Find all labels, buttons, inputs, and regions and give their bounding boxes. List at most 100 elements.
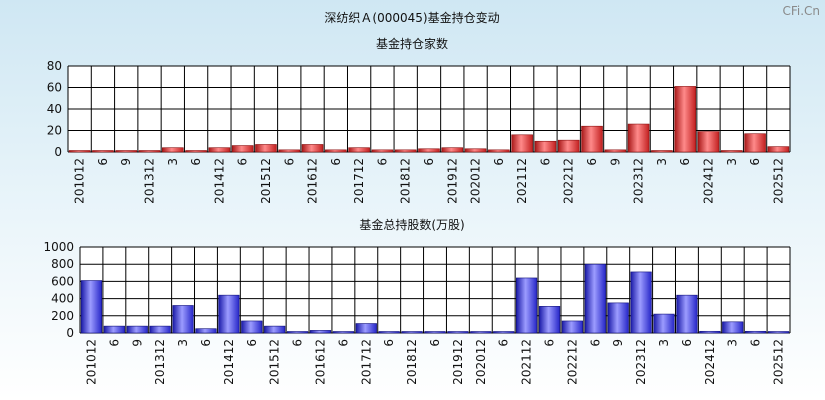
bar [149,325,171,334]
bar [447,331,469,334]
bar [630,271,652,334]
x-tick-label: 202312 [632,158,646,204]
x-tick-label: 201712 [359,339,373,385]
x-tick-label: 201412 [222,339,236,385]
y-tick-label: 0 [54,145,62,159]
x-tick-label: 6 [538,158,552,166]
bar [581,125,603,153]
bar [348,147,370,153]
y-tick-label: 400 [51,292,74,306]
x-tick-label: 6 [282,158,296,166]
x-tick-label: 201512 [268,339,282,385]
bar [441,147,464,153]
bar [651,150,673,153]
y-tick-label: 40 [47,102,62,116]
x-tick-label: 202112 [520,339,534,385]
y-tick-label: 800 [51,257,74,271]
x-tick-label: 6 [96,158,110,166]
bar [488,149,510,153]
x-tick-label: 6 [236,158,250,166]
x-tick-label: 9 [608,158,622,166]
y-tick-label: 20 [47,124,62,138]
x-tick-label: 3 [166,158,180,166]
bar [401,331,423,334]
bar [162,147,184,153]
bar [470,331,492,334]
bar [418,148,440,153]
page-title: 深纺织Ａ(000045)基金持仓变动 [324,10,499,25]
x-tick-label: 201812 [399,158,413,204]
x-tick-label: 6 [245,339,259,347]
x-tick-label: 6 [588,339,602,347]
x-tick-label: 202512 [772,339,786,385]
x-tick-label: 6 [291,339,305,347]
bar [231,145,254,153]
bar [424,331,446,334]
chart-fund-count: 基金持仓家数 0 20 40 60 80 201012 6 9 201312 3 6 201412 6 2… [47,36,791,204]
x-tick-label: 202312 [634,339,648,385]
x-tick-label: 9 [611,339,625,347]
y-tick-label: 60 [47,81,62,95]
x-tick-label: 201312 [143,158,157,204]
bar [185,150,207,153]
x-tick-label: 3 [726,339,740,347]
x-tick-label: 201012 [73,158,87,204]
x-tick-label: 202412 [701,158,715,204]
x-tick-label: 6 [749,339,763,347]
bar [309,330,332,334]
bar [394,149,417,153]
x-tick-label: 6 [199,339,213,347]
bar [699,330,721,334]
bar [332,331,354,334]
x-tick-label: 6 [422,158,436,166]
x-tick-label: 202212 [562,158,576,204]
x-tick-label: 6 [107,339,121,347]
bar [722,321,744,334]
bar [607,302,629,334]
bar [511,134,533,153]
chart-title: 基金总持股数(万股) [359,217,464,232]
bar [80,280,103,334]
bar [208,147,231,153]
x-tick-label: 6 [678,158,692,166]
bar [195,328,217,334]
x-tick-label: 6 [497,339,511,347]
bar [674,86,696,153]
bar [584,263,606,334]
bar [286,331,309,334]
x-tick-label: 201812 [405,339,419,385]
bar [115,150,138,153]
y-tick-label: 0 [66,326,74,340]
bar [355,323,377,334]
bar [720,150,743,153]
bar [378,331,400,334]
bar [68,150,91,153]
x-tick-label: 3 [725,158,739,166]
bar [767,146,790,153]
bar [241,320,263,334]
bar [538,306,561,334]
x-tick-label: 201912 [451,339,465,385]
bar [325,149,347,153]
x-tick-label: 201012 [84,339,98,385]
bar [371,149,394,153]
x-tick-label: 6 [748,158,762,166]
bar [126,325,148,334]
x-tick-label: 3 [655,158,669,166]
bar [264,325,286,334]
bar [604,149,627,153]
bar [745,330,767,334]
bar [676,294,698,334]
x-tick-label: 6 [382,339,396,347]
bar [767,331,790,334]
x-tick-label: 9 [130,339,144,347]
bar [627,123,650,153]
bar [138,150,161,153]
x-tick-label: 6 [375,158,389,166]
x-tick-label: 201512 [259,158,273,204]
bar [103,325,125,334]
x-tick-label: 6 [329,158,343,166]
bar [557,139,580,153]
x-tick-label: 6 [189,158,203,166]
